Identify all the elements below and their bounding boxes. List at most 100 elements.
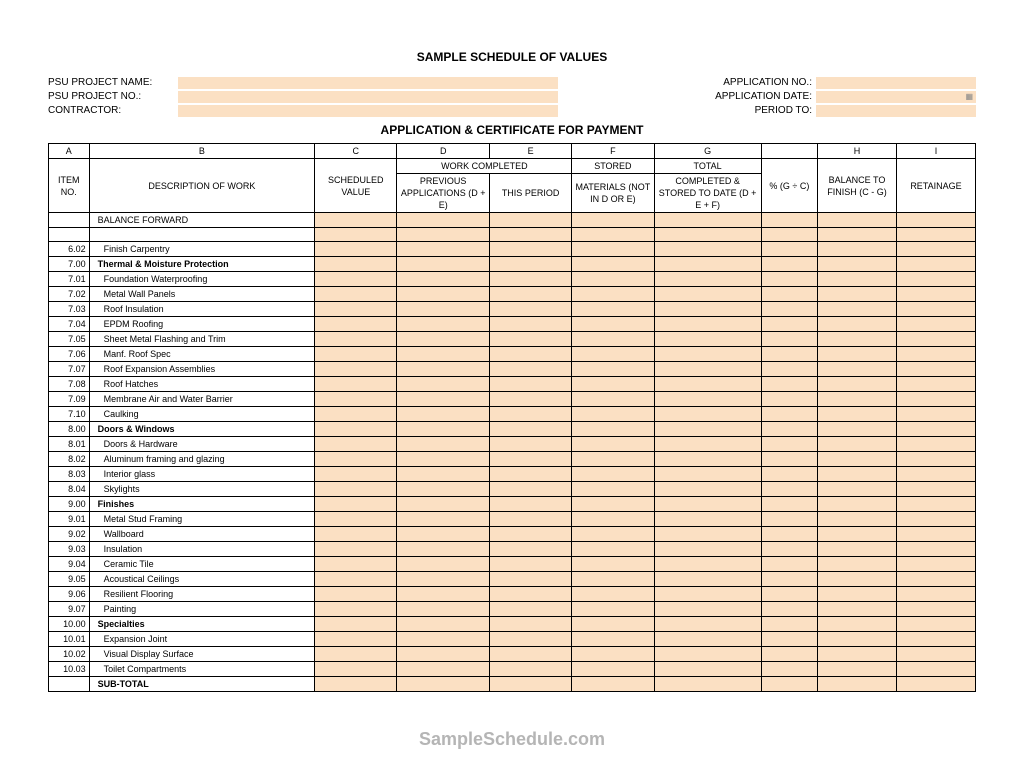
value-cell[interactable] bbox=[896, 542, 975, 557]
value-cell[interactable] bbox=[761, 542, 817, 557]
value-cell[interactable] bbox=[572, 467, 654, 482]
value-cell[interactable] bbox=[315, 632, 397, 647]
value-cell[interactable] bbox=[761, 602, 817, 617]
value-cell[interactable] bbox=[654, 242, 761, 257]
value-cell[interactable] bbox=[654, 482, 761, 497]
value-cell[interactable] bbox=[489, 407, 571, 422]
value-cell[interactable] bbox=[818, 257, 897, 272]
value-cell[interactable] bbox=[572, 407, 654, 422]
value-cell[interactable] bbox=[397, 422, 489, 437]
value-cell[interactable] bbox=[761, 437, 817, 452]
value-cell[interactable] bbox=[572, 542, 654, 557]
value-cell[interactable] bbox=[397, 677, 489, 692]
value-cell[interactable] bbox=[896, 377, 975, 392]
value-cell[interactable] bbox=[654, 287, 761, 302]
value-cell[interactable] bbox=[654, 347, 761, 362]
value-cell[interactable] bbox=[654, 452, 761, 467]
value-cell[interactable] bbox=[818, 213, 897, 228]
value-cell[interactable] bbox=[397, 632, 489, 647]
value-cell[interactable] bbox=[315, 437, 397, 452]
value-cell[interactable] bbox=[572, 587, 654, 602]
value-cell[interactable] bbox=[572, 557, 654, 572]
value-cell[interactable] bbox=[761, 587, 817, 602]
value-cell[interactable] bbox=[896, 228, 975, 242]
value-cell[interactable] bbox=[489, 347, 571, 362]
value-cell[interactable] bbox=[489, 482, 571, 497]
value-cell[interactable] bbox=[761, 677, 817, 692]
value-cell[interactable] bbox=[761, 617, 817, 632]
value-cell[interactable] bbox=[761, 482, 817, 497]
value-cell[interactable] bbox=[818, 228, 897, 242]
value-cell[interactable] bbox=[315, 407, 397, 422]
value-cell[interactable] bbox=[572, 228, 654, 242]
value-cell[interactable] bbox=[654, 317, 761, 332]
value-cell[interactable] bbox=[761, 422, 817, 437]
value-cell[interactable] bbox=[397, 497, 489, 512]
value-cell[interactable] bbox=[397, 362, 489, 377]
value-cell[interactable] bbox=[315, 422, 397, 437]
value-cell[interactable] bbox=[761, 662, 817, 677]
value-cell[interactable] bbox=[896, 497, 975, 512]
value-cell[interactable] bbox=[818, 512, 897, 527]
value-cell[interactable] bbox=[572, 302, 654, 317]
value-cell[interactable] bbox=[761, 242, 817, 257]
value-cell[interactable] bbox=[489, 317, 571, 332]
calendar-icon[interactable]: ▦ bbox=[965, 92, 973, 101]
value-cell[interactable] bbox=[896, 242, 975, 257]
value-cell[interactable] bbox=[489, 272, 571, 287]
value-cell[interactable] bbox=[489, 497, 571, 512]
value-cell[interactable] bbox=[489, 392, 571, 407]
value-cell[interactable] bbox=[896, 452, 975, 467]
value-cell[interactable] bbox=[761, 452, 817, 467]
value-cell[interactable] bbox=[896, 632, 975, 647]
value-cell[interactable] bbox=[489, 617, 571, 632]
value-cell[interactable] bbox=[654, 572, 761, 587]
value-cell[interactable] bbox=[572, 482, 654, 497]
value-cell[interactable] bbox=[896, 287, 975, 302]
value-cell[interactable] bbox=[896, 647, 975, 662]
value-cell[interactable] bbox=[572, 437, 654, 452]
value-cell[interactable] bbox=[397, 332, 489, 347]
value-cell[interactable] bbox=[761, 317, 817, 332]
value-cell[interactable] bbox=[896, 512, 975, 527]
value-cell[interactable] bbox=[489, 647, 571, 662]
value-cell[interactable] bbox=[572, 647, 654, 662]
value-cell[interactable] bbox=[397, 452, 489, 467]
value-cell[interactable] bbox=[761, 377, 817, 392]
value-cell[interactable] bbox=[315, 347, 397, 362]
field-app-date-input[interactable]: ▦ bbox=[816, 91, 976, 103]
value-cell[interactable] bbox=[896, 437, 975, 452]
value-cell[interactable] bbox=[315, 287, 397, 302]
value-cell[interactable] bbox=[489, 422, 571, 437]
value-cell[interactable] bbox=[572, 332, 654, 347]
value-cell[interactable] bbox=[397, 407, 489, 422]
value-cell[interactable] bbox=[489, 572, 571, 587]
value-cell[interactable] bbox=[489, 302, 571, 317]
value-cell[interactable] bbox=[572, 213, 654, 228]
value-cell[interactable] bbox=[315, 332, 397, 347]
value-cell[interactable] bbox=[761, 407, 817, 422]
value-cell[interactable] bbox=[397, 587, 489, 602]
value-cell[interactable] bbox=[397, 392, 489, 407]
value-cell[interactable] bbox=[761, 302, 817, 317]
value-cell[interactable] bbox=[315, 467, 397, 482]
value-cell[interactable] bbox=[761, 332, 817, 347]
value-cell[interactable] bbox=[818, 287, 897, 302]
value-cell[interactable] bbox=[489, 467, 571, 482]
value-cell[interactable] bbox=[896, 617, 975, 632]
value-cell[interactable] bbox=[818, 407, 897, 422]
value-cell[interactable] bbox=[572, 497, 654, 512]
value-cell[interactable] bbox=[818, 647, 897, 662]
value-cell[interactable] bbox=[315, 392, 397, 407]
value-cell[interactable] bbox=[654, 213, 761, 228]
value-cell[interactable] bbox=[818, 392, 897, 407]
field-project-name-input[interactable] bbox=[178, 77, 558, 89]
value-cell[interactable] bbox=[654, 542, 761, 557]
value-cell[interactable] bbox=[572, 572, 654, 587]
value-cell[interactable] bbox=[315, 617, 397, 632]
value-cell[interactable] bbox=[397, 557, 489, 572]
value-cell[interactable] bbox=[761, 527, 817, 542]
value-cell[interactable] bbox=[761, 632, 817, 647]
value-cell[interactable] bbox=[315, 242, 397, 257]
value-cell[interactable] bbox=[654, 617, 761, 632]
